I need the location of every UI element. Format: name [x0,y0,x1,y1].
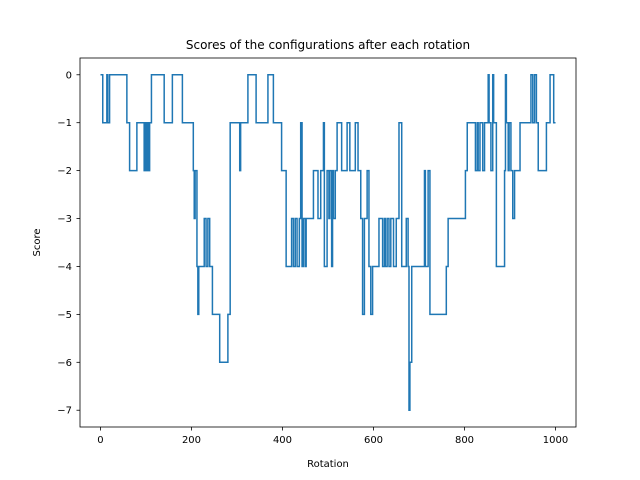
x-tick-label: 200 [182,435,201,446]
y-axis-ticks: 0 −1 −2 −3 −4 −5 −6 −7 [57,70,80,417]
x-tick-label: 0 [97,435,103,446]
series-line-0 [100,74,556,411]
x-axis-ticks: 0 200 400 600 800 1000 [97,427,568,446]
chart-title: Scores of the configurations after each … [186,38,470,52]
x-tick-label: 800 [455,435,474,446]
y-tick-label: −4 [57,262,72,273]
y-axis-label: Score [32,228,43,256]
series-line-group [100,74,556,411]
y-tick-label: −5 [57,310,72,321]
y-tick-label: −3 [57,214,72,225]
plot-frame [79,57,577,428]
y-tick-label: −6 [57,358,72,369]
y-tick-label: −1 [57,118,72,129]
x-tick-label: 1000 [543,435,568,446]
x-tick-label: 400 [273,435,292,446]
x-axis-label: Rotation [307,459,349,470]
x-tick-label: 600 [364,435,383,446]
y-tick-label: −2 [57,166,72,177]
y-tick-label: 0 [66,70,72,81]
y-tick-label: −7 [57,406,72,417]
